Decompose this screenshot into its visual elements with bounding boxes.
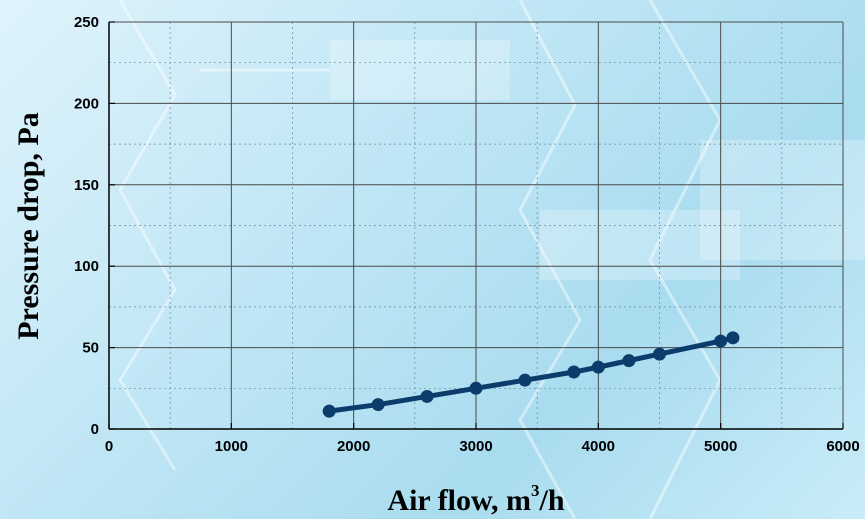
series-line <box>326 335 736 414</box>
y-tick-label: 250 <box>74 14 99 31</box>
x-axis-title: Air flow, m3/h <box>387 481 564 517</box>
y-tick-label: 50 <box>82 340 99 357</box>
y-tick-label: 200 <box>74 95 99 112</box>
data-point <box>322 404 336 418</box>
x-tick-label: 1000 <box>215 438 248 455</box>
data-point <box>622 354 636 368</box>
x-tick-label: 5000 <box>704 438 737 455</box>
x-tick-label: 4000 <box>582 438 615 455</box>
x-tick-label: 6000 <box>826 438 859 455</box>
grid <box>108 21 844 430</box>
y-axis-ticks: 0 50 100 150 200 250 <box>74 14 115 438</box>
data-point <box>591 360 605 374</box>
data-point <box>567 365 581 379</box>
y-tick-label: 100 <box>74 258 99 275</box>
x-tick-label: 2000 <box>337 438 370 455</box>
data-point <box>469 381 483 395</box>
y-tick-label: 150 <box>74 177 99 194</box>
data-point <box>371 398 385 412</box>
data-point <box>726 331 740 345</box>
x-axis-ticks: 0 1000 2000 3000 4000 5000 6000 <box>105 423 860 455</box>
data-point <box>518 373 532 387</box>
y-axis-title: Pressure drop, Pa <box>12 112 45 340</box>
data-point <box>714 334 728 348</box>
series <box>322 331 740 418</box>
x-tick-label: 3000 <box>459 438 492 455</box>
data-point <box>420 389 434 403</box>
data-point <box>653 347 666 361</box>
x-tick-label: 0 <box>105 438 113 455</box>
y-tick-label: 0 <box>91 421 99 438</box>
